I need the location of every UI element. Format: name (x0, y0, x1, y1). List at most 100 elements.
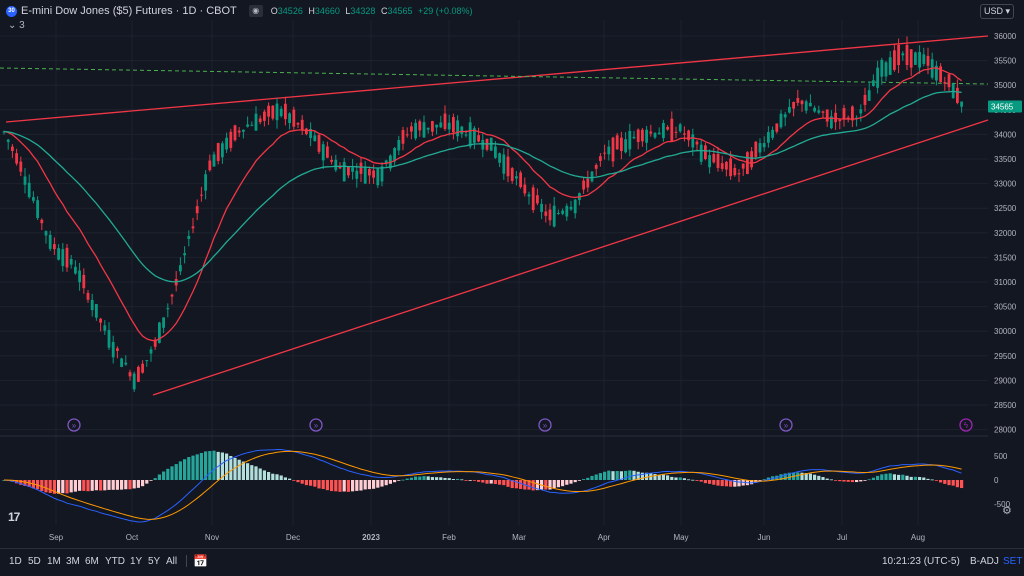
candle-body (233, 125, 237, 141)
macd-histogram-bar (376, 480, 380, 488)
macd-histogram-bar (897, 474, 901, 480)
candle-body (460, 126, 464, 135)
event-marker-icon[interactable] (538, 418, 552, 432)
macd-histogram-bar (485, 480, 489, 484)
lower-trendline[interactable] (152, 119, 989, 396)
candle-body (670, 118, 674, 142)
candle-body (876, 67, 879, 88)
macd-histogram-bar (724, 480, 728, 487)
macd-histogram-bar (573, 480, 577, 483)
calendar-icon[interactable]: 📅 (193, 554, 208, 568)
macd-histogram-bar (52, 480, 56, 494)
event-marker-icon[interactable] (309, 418, 323, 432)
candle-body (342, 161, 346, 182)
candle-body (267, 105, 270, 117)
candle-body (372, 170, 375, 178)
macd-histogram-bar (913, 476, 917, 480)
currency-selector[interactable]: USD ▾ (979, 4, 1014, 19)
candle-body (762, 143, 766, 148)
candle-body (821, 111, 825, 113)
macd-histogram-bar (103, 480, 107, 491)
macd-histogram-bar (846, 480, 850, 482)
eye-icon[interactable]: ◉ (248, 5, 263, 17)
candle-body (800, 100, 804, 105)
candle-body (939, 66, 942, 82)
gear-icon[interactable]: ⚙ (1002, 505, 1012, 517)
settlement-toggle[interactable]: SET (1003, 556, 1023, 567)
macd-histogram-bar (712, 480, 716, 485)
macd-histogram-bar (615, 470, 619, 480)
macd-histogram-bar (489, 480, 493, 484)
candle-body (813, 107, 816, 112)
macd-histogram-bar (842, 480, 846, 482)
event-marker-icon[interactable] (779, 418, 793, 432)
macd-histogram-bar (40, 480, 44, 492)
candle-body (830, 116, 833, 129)
adjust-toggle[interactable]: B-ADJ (970, 556, 999, 567)
macd-histogram-bar (355, 480, 359, 491)
candle-body (515, 176, 518, 179)
candle-body (275, 103, 279, 121)
candle-body (447, 122, 451, 130)
macd-histogram-bar (729, 480, 733, 487)
macd-histogram-bar (527, 480, 531, 490)
macd-histogram-bar (99, 480, 103, 491)
macd-histogram-bar (850, 480, 854, 483)
event-marker-alert-icon[interactable] (959, 418, 973, 432)
macd-histogram-bar (783, 473, 787, 480)
macd-histogram-bar (838, 480, 842, 482)
macd-histogram-bar (934, 480, 938, 481)
candle-body (145, 360, 149, 362)
timeframe-button[interactable]: 1M (47, 556, 61, 567)
macd-histogram-bar (493, 480, 497, 485)
macd-histogram-bar (111, 480, 115, 490)
candle-body (758, 143, 762, 153)
event-marker-icon[interactable] (67, 418, 81, 432)
timeframe-button[interactable]: 3M (66, 556, 80, 567)
candle-body (838, 119, 842, 122)
candle-body (137, 366, 140, 382)
macd-histogram-bar (674, 477, 678, 480)
candle-body (880, 59, 884, 77)
macd-histogram-bar (863, 480, 867, 481)
macd-histogram-bar (367, 480, 371, 490)
macd-histogram-bar (804, 473, 808, 480)
macd-histogram-bar (569, 480, 573, 484)
candle-body (691, 134, 695, 148)
candle-body (426, 127, 430, 130)
candle-body (384, 160, 388, 164)
macd-axis-label: 500 (994, 452, 1008, 461)
upper-trendline[interactable] (5, 35, 989, 123)
indicators-collapse-button[interactable]: ⌄ 3 (8, 20, 25, 31)
macd-histogram-bar (15, 480, 19, 484)
timeframe-button[interactable]: 6M (85, 556, 99, 567)
clock-readout[interactable]: 10:21:23 (UTC-5) (882, 556, 960, 567)
macd-histogram-bar (288, 478, 292, 480)
timeframe-button[interactable]: 5Y (148, 556, 161, 567)
macd-histogram-bar (48, 480, 52, 493)
macd-histogram-bar (128, 480, 132, 490)
candle-body (309, 128, 312, 138)
candle-body (699, 144, 703, 162)
timeframe-button[interactable]: 5D (28, 556, 41, 567)
candle-body (956, 87, 959, 103)
timeframe-button[interactable]: 1Y (130, 556, 143, 567)
timeframe-button[interactable]: YTD (105, 556, 125, 567)
candle-body (632, 136, 636, 139)
candle-body (557, 212, 560, 214)
candle-body (888, 57, 892, 75)
symbol-title[interactable]: E-mini Dow Jones ($5) Futures · 1D · CBO… (21, 5, 237, 17)
macd-histogram-bar (657, 474, 661, 480)
macd-histogram-bar (145, 480, 149, 484)
candle-body (107, 330, 111, 348)
macd-histogram-bar (867, 479, 871, 481)
price-axis-label: 28500 (994, 401, 1017, 410)
candle-body (926, 55, 930, 66)
macd-histogram-bar (262, 470, 266, 480)
macd-histogram-bar (544, 480, 548, 490)
timeframe-button[interactable]: 1D (9, 556, 22, 567)
candle-body (628, 130, 632, 150)
timeframe-button[interactable]: All (166, 556, 178, 567)
macd-histogram-bar (939, 480, 943, 483)
